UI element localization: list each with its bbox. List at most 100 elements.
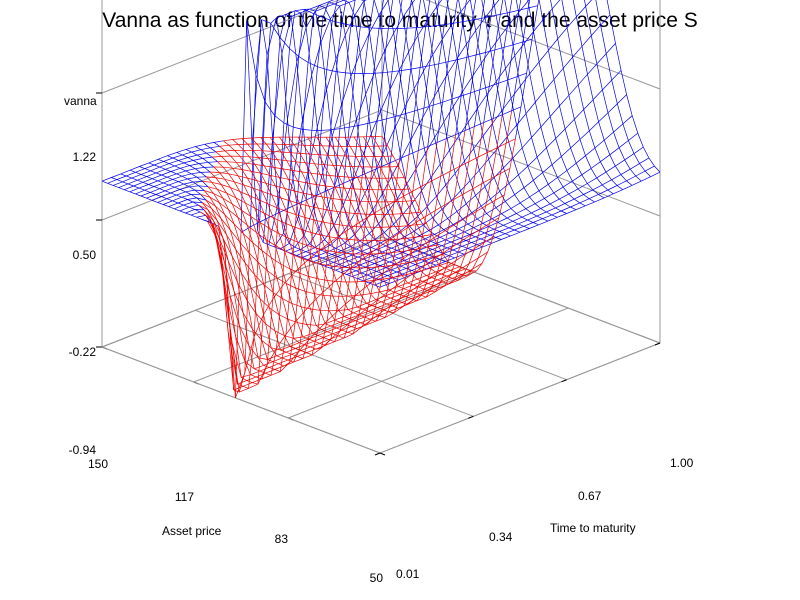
mesh-line	[302, 258, 310, 277]
mesh-line	[360, 253, 371, 261]
mesh-line	[451, 95, 462, 100]
mesh-line	[359, 201, 366, 215]
mesh-line	[331, 104, 342, 137]
mesh-line	[529, 190, 540, 198]
mesh-line	[368, 257, 379, 262]
mesh-line	[523, 43, 531, 74]
mesh-line	[144, 189, 151, 193]
mesh-line	[377, 145, 385, 157]
mesh-line	[314, 219, 324, 223]
mesh-line	[452, 274, 462, 279]
mesh-line	[116, 179, 123, 183]
mesh-line	[495, 207, 502, 214]
mesh-line	[507, 76, 518, 81]
mesh-line	[428, 244, 438, 248]
mesh-line	[453, 193, 464, 200]
mesh-line	[262, 150, 272, 152]
mesh-line	[202, 181, 212, 183]
mesh-line	[370, 110, 381, 134]
mesh-line	[531, 137, 538, 158]
mesh-line	[314, 163, 325, 166]
mesh-line	[495, 233, 506, 238]
mesh-line	[285, 14, 292, 17]
mesh-line	[495, 68, 506, 82]
mesh-line	[264, 165, 274, 168]
mesh-line	[267, 203, 274, 219]
mesh-line	[591, 24, 601, 36]
mesh-line	[327, 209, 337, 212]
mesh-line	[616, 180, 627, 186]
mesh-line	[308, 205, 315, 221]
mesh-line	[499, 191, 506, 202]
mesh-line	[154, 164, 160, 168]
mesh-line	[252, 187, 259, 200]
mesh-line	[363, 223, 370, 234]
mesh-line	[403, 237, 414, 239]
mesh-line	[316, 137, 323, 146]
mesh-line	[337, 183, 345, 237]
mesh-line	[561, 147, 571, 157]
mesh-line	[378, 223, 385, 233]
mesh-line	[349, 200, 360, 202]
mesh-line	[516, 213, 523, 218]
mesh-line	[344, 137, 351, 147]
mesh-line	[527, 156, 538, 167]
mesh-line	[334, 319, 341, 323]
mesh-line	[436, 239, 446, 244]
mesh-line	[255, 376, 262, 380]
mesh-line	[292, 119, 303, 179]
mesh-line	[633, 153, 640, 164]
mesh-line	[430, 240, 437, 244]
mesh-line	[182, 151, 192, 156]
mesh-line	[269, 307, 279, 315]
mesh-line	[270, 23, 281, 38]
mesh-line	[364, 280, 374, 289]
mesh-line	[185, 149, 192, 153]
mesh-line	[168, 184, 175, 188]
mesh-line	[329, 236, 339, 239]
mesh-line	[576, 6, 586, 18]
mesh-line	[274, 245, 282, 265]
mesh-line	[346, 212, 356, 214]
mesh-line	[312, 145, 319, 155]
mesh-line	[475, 30, 482, 64]
mesh-line	[219, 144, 229, 147]
mesh-line	[228, 173, 235, 183]
mesh-line	[283, 48, 290, 123]
mesh-line	[402, 273, 412, 276]
mesh-line	[172, 157, 179, 161]
mesh-line	[190, 214, 197, 218]
mesh-line	[480, 238, 487, 242]
mesh-line	[282, 222, 289, 239]
mesh-line	[226, 161, 237, 163]
mesh-line	[411, 294, 421, 300]
y-tick-label: 1.00	[670, 456, 694, 470]
mesh-line	[312, 194, 319, 209]
mesh-line	[451, 222, 459, 248]
mesh-line	[234, 150, 241, 157]
mesh-line	[518, 223, 524, 227]
mesh-line	[293, 336, 304, 339]
mesh-line	[391, 28, 399, 72]
mesh-line	[464, 92, 471, 131]
mesh-line	[445, 239, 452, 243]
mesh-line	[174, 186, 181, 190]
mesh-line	[431, 273, 442, 279]
mesh-line	[280, 346, 291, 351]
mesh-line	[252, 329, 263, 341]
mesh-line	[396, 264, 403, 276]
mesh-line	[297, 322, 304, 338]
mesh-line	[509, 9, 520, 13]
mesh-line	[168, 163, 175, 167]
mesh-line	[285, 351, 292, 355]
mesh-line	[503, 220, 513, 226]
mesh-line	[309, 5, 320, 10]
mesh-line	[378, 257, 385, 261]
mesh-line	[157, 155, 168, 160]
mesh-line	[337, 229, 348, 237]
mesh-line	[331, 197, 341, 200]
mesh-line	[493, 177, 501, 192]
mesh-line	[422, 287, 432, 295]
mesh-line	[415, 200, 422, 213]
mesh-line	[260, 173, 267, 184]
